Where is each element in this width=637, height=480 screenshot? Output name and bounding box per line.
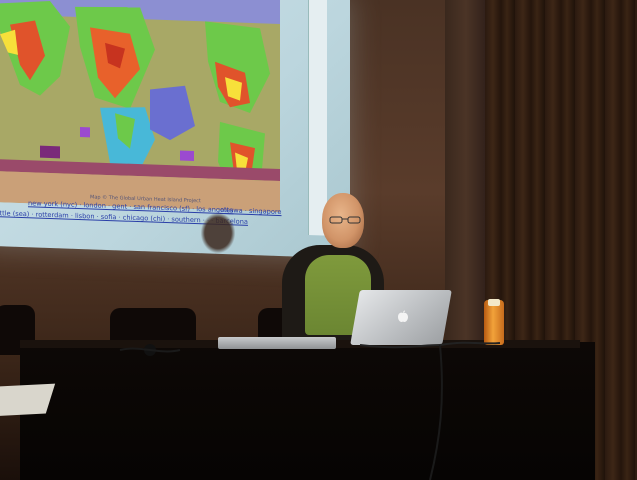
closed-laptop [218,337,336,349]
projection-screen: Map © The Global Urban Heat Island Proje… [0,0,350,259]
apple-logo-icon [398,310,408,322]
presenter-head [322,193,364,248]
presenter-shadow [201,213,235,253]
wall-pillar [445,0,487,340]
bottle-cap [488,299,500,306]
presentation-table [20,342,595,480]
glasses-icon [329,216,361,224]
heatmap-world-map [0,0,280,213]
orange-bottle [484,300,504,345]
